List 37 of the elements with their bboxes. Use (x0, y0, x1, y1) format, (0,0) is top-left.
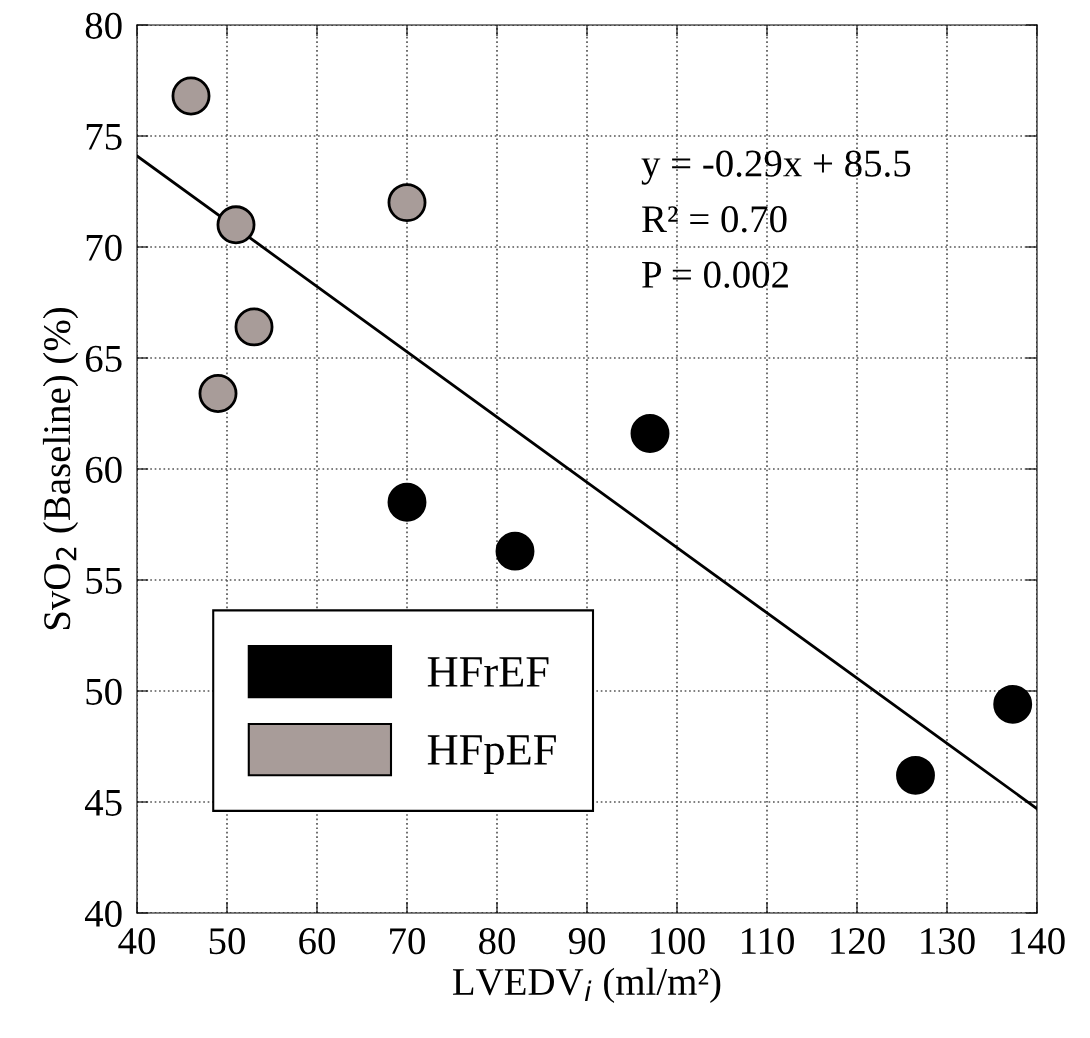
point (216, 205, 256, 245)
point (993, 684, 1033, 724)
point (387, 482, 427, 522)
x-tick-label: 130 (921, 928, 975, 955)
y-tick-label: 80 (85, 12, 122, 39)
y-axis-title: SvO$_{2}$ (Baseline) (%) (42, 308, 79, 630)
x-tick-label: 80 (479, 928, 515, 955)
x-tick-label: 50 (209, 928, 245, 955)
legend-label: HFpEF (427, 735, 556, 774)
x-axis-title: LVEDV$_{i}$ (ml/m²) (452, 967, 721, 1003)
x-tick-label: 140 (1011, 928, 1065, 955)
point (171, 76, 211, 116)
y-tick-label: 75 (86, 124, 122, 150)
point (896, 755, 935, 795)
point (198, 374, 238, 413)
point (387, 183, 427, 223)
x-tick-label: 100 (651, 928, 705, 955)
x-tick-label: 40 (118, 928, 155, 955)
y-tick-label: 45 (84, 789, 122, 816)
y-tick-label: 40 (84, 900, 122, 927)
x-tick-label: 60 (299, 928, 335, 955)
y-tick-label: 55 (86, 568, 122, 594)
point (630, 414, 670, 453)
point (495, 531, 535, 571)
x-tick-label: 70 (390, 928, 425, 955)
y-tick-label: 60 (85, 456, 122, 483)
y-tick-label: 50 (86, 678, 122, 705)
point (234, 307, 274, 347)
x-tick-label: 110 (741, 928, 794, 955)
x-tick-label: 120 (831, 928, 885, 955)
y-tick-label: 65 (85, 345, 122, 372)
legend-label: HFrEF (427, 657, 549, 687)
annotation: R² = 0.70 (642, 206, 787, 233)
x-tick-label: 90 (568, 928, 605, 955)
annotation: P = 0.002 (642, 261, 788, 288)
annotation: y = -0.29x + 85.5 (641, 150, 911, 185)
y-tick-label: 70 (86, 234, 122, 261)
